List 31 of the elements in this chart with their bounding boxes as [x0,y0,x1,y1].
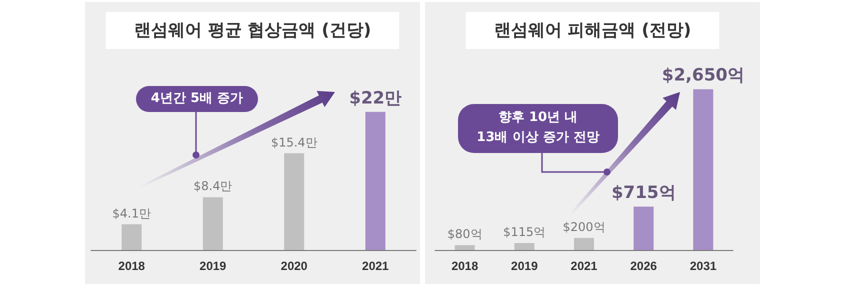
x-tick-label: 2018 [118,259,146,273]
data-label: $200억 [562,220,606,234]
data-label: $115억 [503,225,546,240]
data-label: $8.4만 [194,179,232,194]
x-tick-label: 2019 [511,259,538,273]
bar [454,245,475,250]
bar [122,224,142,250]
bar [284,153,304,250]
data-label: $715억 [611,183,676,204]
x-tick-label: 2020 [280,259,308,273]
x-tick-label: 2021 [570,259,598,273]
x-tick-label: 2019 [200,259,227,273]
bar [202,197,223,250]
chart-title: 랜섬웨어 평균 협상금액 (건당) [134,20,372,40]
data-label: $22만 [349,88,402,108]
chart-title: 랜섬웨어 피해금액 (전망) [494,20,692,40]
data-label: $4.1만 [112,206,151,220]
x-tick-label: 2026 [630,259,658,273]
data-label: $15.4만 [270,135,318,150]
bar [574,238,594,250]
data-label: $2,650억 [662,66,745,86]
bar [693,89,714,250]
annotation: 향후 10년 내 13배 이상 증가 전망 [458,104,618,153]
bar [514,243,534,250]
x-tick-label: 2021 [362,259,390,273]
text: 4년간 5배 증가 [136,86,258,112]
bar [365,112,386,250]
data-label: $80억 [447,227,482,242]
x-tick-label: 2031 [690,259,717,273]
bar [634,206,654,250]
x-tick-label: 2018 [451,259,478,273]
